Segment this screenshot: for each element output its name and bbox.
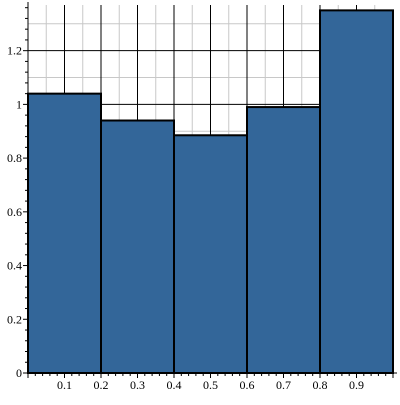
histogram-bars [27, 9, 394, 375]
histogram-bar-4 [246, 106, 321, 374]
histogram-bar-5 [319, 9, 394, 375]
y-tick-label: 0.6 [7, 205, 22, 219]
histogram-bar-3 [173, 134, 248, 374]
x-tick-label: 0.4 [167, 378, 182, 392]
y-tick-label: 0.8 [7, 151, 22, 165]
x-tick-label: 0.3 [130, 378, 145, 392]
x-tick-label: 0.6 [240, 378, 255, 392]
y-tick-label: 0.4 [7, 259, 22, 273]
x-tick-label: 0.2 [94, 378, 109, 392]
x-tick-label: 0.7 [276, 378, 291, 392]
axes [27, 2, 397, 374]
histogram-bar-1 [27, 92, 102, 374]
y-tick-label: 1.2 [7, 44, 22, 58]
x-tick-label: 0.5 [203, 378, 218, 392]
y-tick-label: 1 [16, 97, 22, 111]
histogram-bar-2 [100, 119, 175, 374]
y-tick-label: 0.2 [7, 312, 22, 326]
y-tick-label: 0 [16, 366, 22, 380]
x-tick-label: 0.8 [313, 378, 328, 392]
x-tick-label: 0.1 [57, 378, 72, 392]
x-tick-label: 0.9 [349, 378, 364, 392]
x-axis-ticks: 0.1 0.2 0.3 0.4 0.5 0.6 0.7 0.8 0.9 [27, 373, 394, 392]
y-axis-ticks: 0 0.2 0.4 0.6 0.8 1 1.2 [7, 7, 28, 380]
